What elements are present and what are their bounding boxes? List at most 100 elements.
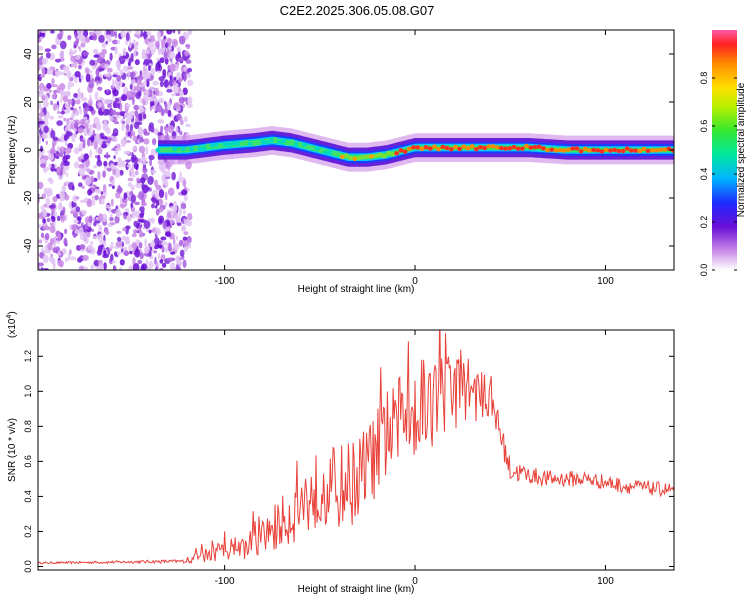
spectrogram-noise-cell	[89, 124, 93, 131]
spectrogram-noise-cell	[65, 130, 70, 140]
spectrogram-noise-cell	[154, 227, 161, 236]
snr-ylabel: SNR (10 * v/v)	[7, 418, 18, 482]
spectrogram-noise-cell	[139, 98, 143, 103]
spectrogram-noise-cell	[185, 43, 191, 50]
spectrogram-noise-cell	[157, 99, 165, 103]
spectrogram-noise-cell	[89, 142, 94, 146]
ridge-peak	[591, 147, 596, 153]
spectrogram-noise-cell	[178, 35, 186, 45]
spectrogram-noise-cell	[143, 138, 150, 145]
spectrogram-noise-cell	[64, 109, 70, 114]
spectrogram-noise-cell	[108, 206, 112, 213]
spectrogram-noise-cell	[164, 179, 169, 188]
spectrogram-noise-cell	[66, 90, 69, 95]
spectrogram-noise-cell	[127, 177, 134, 182]
spectrogram-noise-cell	[116, 230, 122, 234]
snr-xlabel: Height of straight line (km)	[298, 584, 415, 595]
snr-x-ticks: -100 0 100	[215, 330, 614, 587]
spectrogram-noise-cell	[158, 207, 164, 213]
spectrogram-noise-cell	[139, 212, 144, 218]
ridge-peak	[461, 144, 467, 149]
ridge-peak	[189, 147, 194, 152]
spectrogram-noise-cell	[157, 60, 161, 68]
spectrogram-noise-cell	[60, 111, 66, 115]
ridge-peak	[306, 145, 312, 150]
spectrogram-noise-cell	[115, 147, 122, 152]
spectrogram-noise-cell	[47, 242, 53, 251]
spectrogram-noise-cell	[101, 102, 105, 112]
spectrogram-noise-cell	[93, 141, 98, 150]
spectrogram-noise-cell	[123, 192, 128, 200]
spectrogram-noise-cell	[159, 267, 164, 270]
spectrogram-noise-cell	[57, 259, 64, 267]
ridge-peak	[566, 147, 571, 152]
ridge-peak	[612, 147, 617, 153]
spectrogram-noise-cell	[139, 137, 145, 143]
spectrogram-noise-cell	[40, 205, 45, 211]
ridge-peak	[402, 149, 408, 154]
spectrogram-noise-cell	[98, 213, 104, 222]
spectrogram-noise-cell	[127, 182, 132, 187]
ridge-peak	[436, 147, 441, 152]
spectrogram-noise-cell	[55, 58, 61, 63]
spectrogram-noise-cell	[78, 65, 82, 70]
spectrogram-noise-cell	[142, 113, 147, 120]
colorbar-tick-label: 0.0	[699, 264, 709, 277]
spectrogram-noise-cell	[134, 201, 140, 206]
spectrogram-noise-cell	[159, 80, 164, 88]
spectrogram-noise-cell	[88, 31, 94, 36]
spectrogram-noise-cell	[73, 44, 77, 49]
spectrogram-noise-cell	[104, 73, 111, 77]
spectrogram-noise-cell	[56, 145, 60, 152]
spectrogram-noise-cell	[85, 73, 91, 83]
spectrogram-noise-cell	[116, 75, 122, 82]
spectrogram-noise-cell	[136, 84, 140, 93]
y-tick-label: 0.8	[23, 420, 33, 433]
spectrogram-noise-cell	[44, 233, 50, 240]
spectrogram-noise-cell	[48, 163, 52, 169]
spectrogram-noise-cell	[82, 102, 89, 109]
ridge-peak	[293, 142, 299, 147]
spectrogram-noise-cell	[98, 67, 105, 72]
ridge-peak	[373, 153, 379, 158]
spectrogram-noise-cell	[40, 232, 45, 238]
spectrogram-noise-cell	[136, 170, 140, 176]
spectrogram-noise-cell	[134, 59, 140, 66]
spectrogram-noise-cell	[79, 244, 86, 250]
spectrogram-noise-cell	[138, 191, 145, 200]
ridge-peak	[582, 146, 588, 151]
spectrogram-noise-cell	[145, 259, 149, 266]
ridge-peak	[536, 144, 542, 149]
spectrogram-noise-cell	[175, 265, 182, 270]
spectrogram-noise-cell	[167, 187, 175, 196]
spectrogram-noise-cell	[64, 240, 67, 246]
spectrogram-noise-cell	[131, 152, 134, 158]
spectrogram-noise-cell	[140, 107, 145, 113]
spectrogram-noise-cell	[97, 171, 101, 180]
spectrogram-noise-cell	[73, 122, 79, 129]
spectrogram-noise-cell	[130, 184, 135, 191]
spectrogram-noise-cell	[136, 79, 142, 86]
snr-multiplier-exponent: 4	[6, 315, 13, 319]
spectrogram-noise-cell	[150, 217, 155, 224]
ridge-peak	[348, 155, 354, 161]
ridge-peak	[453, 144, 458, 150]
spectrogram-noise-cell	[51, 44, 57, 50]
y-tick-label: -20	[23, 190, 34, 205]
ridge-peak	[180, 146, 186, 152]
spectrogram-noise-cell	[142, 81, 147, 86]
ridge-peak	[469, 144, 475, 149]
spectrogram-noise-cell	[78, 265, 85, 270]
y-tick-label: 0.2	[23, 525, 33, 538]
ridge-peak	[444, 145, 450, 151]
spectrogram-noise-cell	[183, 73, 187, 82]
ridge-peak	[641, 146, 647, 152]
ridge-peak	[272, 137, 278, 142]
spectrogram-noise-cell	[59, 51, 64, 60]
spectrogram-noise-cell	[95, 149, 99, 153]
spectrogram-noise-cell	[160, 254, 166, 261]
ridge-peak	[570, 146, 576, 151]
spectrogram-noise-cell	[89, 149, 93, 159]
spectrogram-noise-cell	[86, 167, 91, 173]
spectrogram-noise-cell	[129, 250, 133, 255]
